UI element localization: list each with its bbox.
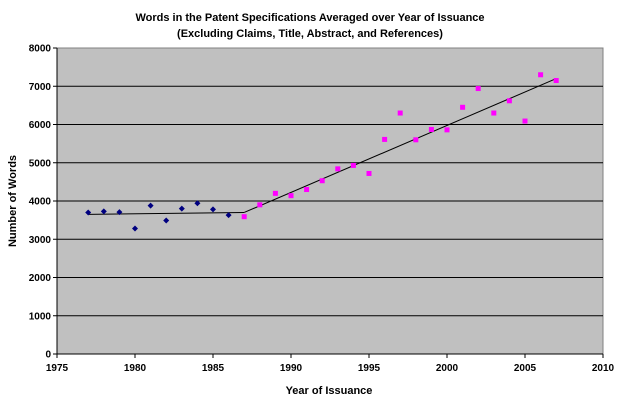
x-axis-label: Year of Issuance bbox=[286, 385, 373, 397]
y-tick-label: 0 bbox=[45, 350, 51, 361]
data-point bbox=[507, 98, 512, 103]
x-tick-label: 2010 bbox=[592, 363, 615, 374]
data-point bbox=[429, 127, 434, 132]
y-tick-label: 5000 bbox=[29, 158, 52, 169]
chart-subtitle: (Excluding Claims, Title, Abstract, and … bbox=[177, 28, 443, 40]
data-point bbox=[445, 127, 450, 132]
y-tick-label: 2000 bbox=[29, 273, 52, 284]
data-point bbox=[257, 202, 262, 207]
data-point bbox=[242, 214, 247, 219]
y-tick-label: 7000 bbox=[29, 82, 52, 93]
y-tick-label: 3000 bbox=[29, 235, 52, 246]
x-tick-label: 2000 bbox=[436, 363, 459, 374]
data-point bbox=[382, 137, 387, 142]
data-point bbox=[523, 119, 528, 124]
data-point bbox=[538, 72, 543, 77]
y-tick-label: 6000 bbox=[29, 120, 52, 131]
y-axis-label: Number of Words bbox=[7, 155, 19, 247]
data-point bbox=[367, 171, 372, 176]
x-tick-label: 1975 bbox=[46, 363, 69, 374]
y-tick-label: 1000 bbox=[29, 311, 52, 322]
data-point bbox=[460, 105, 465, 110]
data-point bbox=[554, 78, 559, 83]
x-tick-label: 1980 bbox=[124, 363, 147, 374]
x-tick-label: 1995 bbox=[358, 363, 381, 374]
data-point bbox=[335, 166, 340, 171]
data-point bbox=[398, 111, 403, 116]
chart-title: Words in the Patent Specifications Avera… bbox=[135, 12, 484, 24]
x-tick-label: 1990 bbox=[280, 363, 303, 374]
data-point bbox=[289, 193, 294, 198]
data-point bbox=[491, 111, 496, 116]
data-point bbox=[413, 137, 418, 142]
y-axis-ticks: 0 1000 2000 3000 4000 5000 6000 7000 8000 bbox=[29, 44, 57, 361]
data-point bbox=[320, 178, 325, 183]
y-tick-label: 8000 bbox=[29, 44, 52, 55]
x-tick-label: 2005 bbox=[514, 363, 537, 374]
data-point bbox=[273, 191, 278, 196]
x-tick-label: 1985 bbox=[202, 363, 225, 374]
data-point bbox=[476, 86, 481, 91]
y-tick-label: 4000 bbox=[29, 197, 52, 208]
data-point bbox=[351, 163, 356, 168]
data-point bbox=[304, 187, 309, 192]
